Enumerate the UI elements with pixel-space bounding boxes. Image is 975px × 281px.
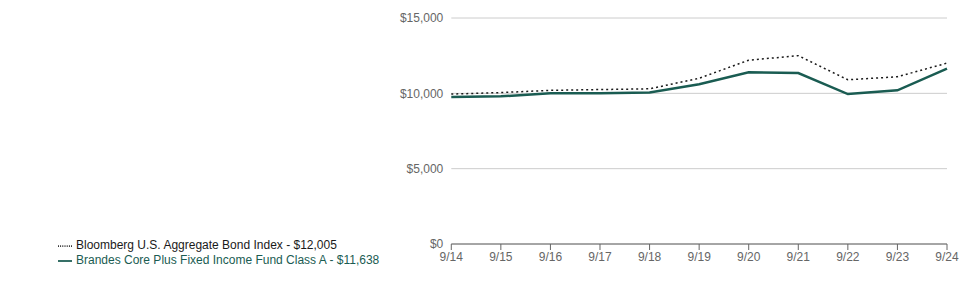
svg-text:9/21: 9/21 (787, 250, 811, 264)
svg-text:$5,000: $5,000 (407, 162, 444, 176)
svg-text:9/23: 9/23 (886, 250, 910, 264)
svg-text:9/20: 9/20 (737, 250, 761, 264)
svg-text:$15,000: $15,000 (400, 11, 444, 25)
svg-text:9/17: 9/17 (588, 250, 612, 264)
svg-text:9/14: 9/14 (440, 250, 464, 264)
svg-text:9/15: 9/15 (489, 250, 513, 264)
html-text:Bloomberg U.S. Aggregate Bond: Bloomberg U.S. Aggregate Bond Index - $1… (76, 238, 337, 253)
svg-text:9/24: 9/24 (935, 250, 959, 264)
svg-text:$0: $0 (430, 237, 444, 251)
html-text:Brandes Core Plus Fixed Income: Brandes Core Plus Fixed Income Fund Clas… (76, 253, 380, 268)
svg-text:9/18: 9/18 (638, 250, 662, 264)
svg-text:9/22: 9/22 (836, 250, 860, 264)
svg-text:9/19: 9/19 (687, 250, 711, 264)
svg-text:9/16: 9/16 (539, 250, 563, 264)
svg-text:$10,000: $10,000 (400, 87, 444, 101)
